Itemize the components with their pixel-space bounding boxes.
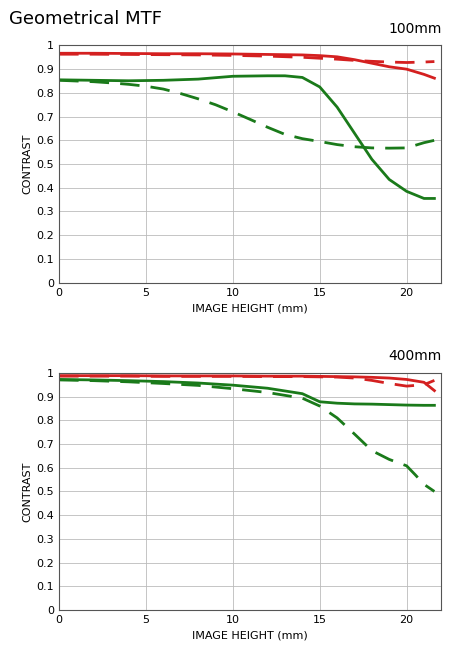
Text: 100mm: 100mm: [388, 22, 441, 36]
Y-axis label: CONTRAST: CONTRAST: [22, 461, 32, 522]
Y-axis label: CONTRAST: CONTRAST: [22, 134, 32, 194]
X-axis label: IMAGE HEIGHT (mm): IMAGE HEIGHT (mm): [192, 630, 308, 641]
X-axis label: IMAGE HEIGHT (mm): IMAGE HEIGHT (mm): [192, 303, 308, 313]
Text: Geometrical MTF: Geometrical MTF: [9, 10, 162, 28]
Text: 400mm: 400mm: [388, 349, 441, 363]
